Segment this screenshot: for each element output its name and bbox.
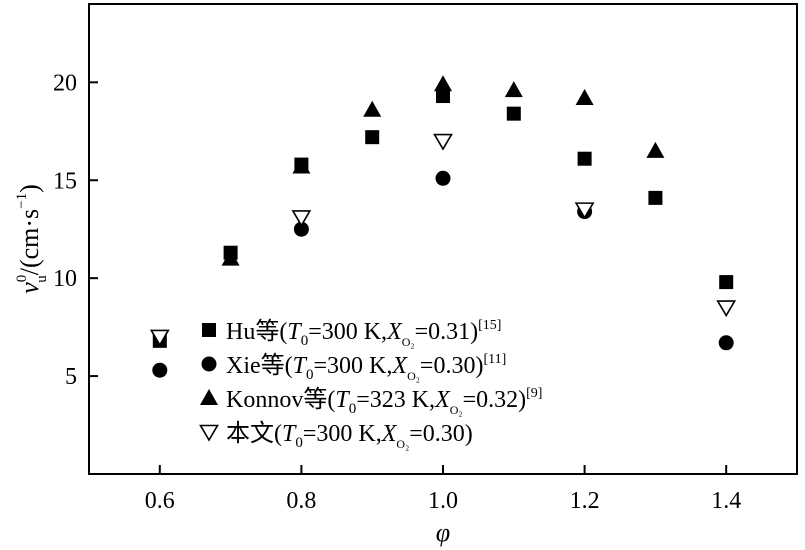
point-konnov [646, 141, 665, 158]
legend-label-konnov: Konnov等(T0=323 K,XO₂=0.32)[9] [226, 386, 542, 417]
y-axis-label-sub: u [34, 275, 50, 283]
point-xie [718, 335, 734, 351]
point-hu [436, 89, 450, 104]
series-xie [152, 170, 734, 378]
point-konnov [575, 89, 594, 105]
x-axis-ticks: 0.6 0.8 1.0 1.2 1.4 [145, 465, 741, 514]
point-this [149, 329, 170, 347]
y-tick-label: 20 [53, 70, 77, 96]
legend-marker-this [199, 424, 219, 442]
legend-item-xie: Xie等(T0=300 K,XO₂=0.30)[11] [201, 352, 506, 383]
data-points [149, 75, 737, 378]
svg-text:v0u/(cm·s−1): v0 u/(cm·s−1) [14, 184, 50, 294]
y-axis-label-unit-close: ) [15, 184, 44, 193]
point-hu [365, 130, 380, 145]
legend-marker-xie [201, 356, 217, 372]
point-hu [506, 106, 521, 121]
y-axis-label-unit: /(cm·s [15, 209, 44, 275]
y-axis-label-symbol: v [15, 282, 44, 294]
point-xie [293, 221, 309, 237]
legend-marker-hu [202, 323, 216, 337]
point-konnov [504, 81, 523, 98]
legend-item-konnov: Konnov等(T0=323 K,XO₂=0.32)[9] [200, 386, 542, 417]
x-tick-label: 0.8 [286, 488, 316, 514]
legend: Hu等(T0=300 K,XO₂=0.31)[15]Xie等(T0=300 K,… [199, 318, 542, 451]
y-axis-label: v0 u/(cm·s−1) [14, 184, 50, 294]
point-hu [719, 275, 734, 290]
y-tick-label: 5 [65, 364, 77, 390]
point-konnov [363, 100, 382, 117]
point-hu [648, 190, 663, 205]
legend-label-this: 本文(T0=300 K,XO₂=0.30) [226, 420, 473, 451]
point-konnov [221, 249, 240, 266]
legend-label-xie: Xie等(T0=300 K,XO₂=0.30)[11] [226, 352, 506, 383]
point-hu [577, 151, 592, 166]
point-xie [152, 362, 168, 378]
x-tick-label: 1.4 [711, 488, 741, 514]
y-tick-label: 15 [53, 168, 77, 194]
point-this [574, 202, 595, 220]
y-axis-label-sup: 0 [14, 275, 30, 283]
x-tick-label: 1.2 [570, 488, 600, 514]
point-this [291, 210, 312, 228]
x-tick-label: 0.6 [145, 488, 175, 514]
y-axis-label-unit-sup: −1 [14, 193, 30, 209]
series-this [149, 133, 737, 347]
point-konnov [292, 157, 311, 174]
x-axis-label: φ [436, 518, 450, 547]
series-konnov [221, 75, 665, 266]
legend-label-hu: Hu等(T0=300 K,XO₂=0.31)[15] [226, 318, 501, 349]
x-tick-label: 1.0 [428, 488, 458, 514]
point-xie [435, 170, 451, 186]
point-this [716, 300, 737, 318]
series-hu [152, 89, 734, 348]
point-this [433, 133, 453, 151]
y-tick-label: 10 [53, 266, 77, 292]
y-axis-ticks: 5 10 15 20 [53, 70, 98, 390]
legend-item-hu: Hu等(T0=300 K,XO₂=0.31)[15] [202, 318, 501, 349]
legend-item-this: 本文(T0=300 K,XO₂=0.30) [199, 420, 473, 451]
legend-marker-konnov [200, 389, 218, 405]
point-konnov [434, 75, 452, 92]
